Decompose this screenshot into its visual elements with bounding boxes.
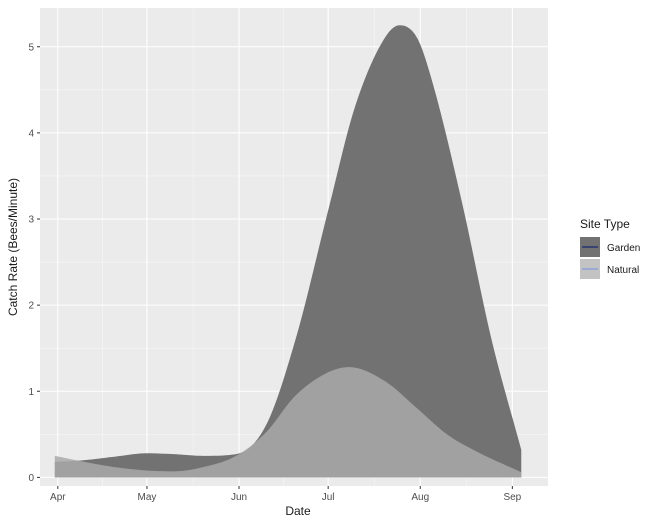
- area-natural: [54, 367, 522, 478]
- x-tick-label: Aug: [411, 492, 429, 503]
- y-tick-label: 1: [28, 387, 34, 398]
- y-tick-label: 4: [28, 128, 34, 139]
- y-tick-label: 2: [28, 301, 34, 312]
- x-tick-label: Jul: [322, 492, 335, 503]
- x-tick-label: Apr: [50, 492, 66, 503]
- legend-item-natural: Natural: [580, 259, 639, 279]
- legend-title: Site Type: [580, 217, 630, 231]
- legend-item-garden: Garden: [580, 237, 640, 257]
- x-tick-label: Jun: [231, 492, 247, 503]
- y-tick-label: 0: [28, 473, 34, 484]
- y-axis-title: Catch Rate (Bees/Minute): [6, 178, 20, 316]
- area-garden: [54, 25, 522, 478]
- y-tick-label: 3: [28, 215, 34, 226]
- axis-ticks: 0 1 2 3 4 5 Apr May Jun Jul Aug Sep: [28, 42, 521, 503]
- x-tick-label: May: [137, 492, 156, 503]
- legend-label-garden: Garden: [607, 243, 640, 254]
- legend-label-natural: Natural: [607, 265, 639, 276]
- y-tick-label: 5: [28, 42, 34, 53]
- x-tick-label: Sep: [503, 492, 521, 503]
- area-series: [54, 25, 522, 478]
- x-axis-title: Date: [285, 504, 311, 518]
- legend: Site Type Garden Natural: [580, 217, 640, 279]
